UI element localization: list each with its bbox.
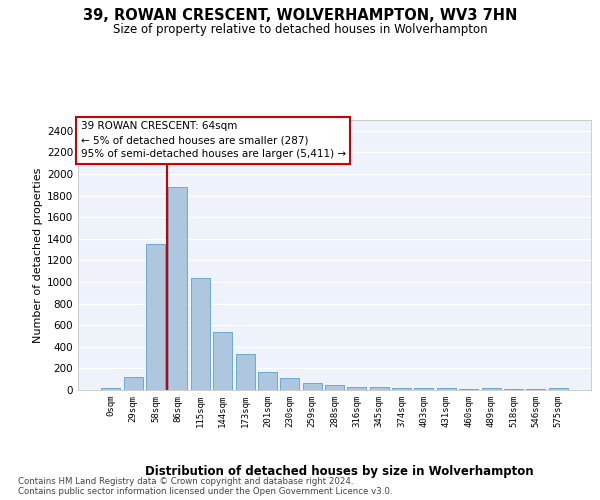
Text: Contains HM Land Registry data © Crown copyright and database right 2024.: Contains HM Land Registry data © Crown c… xyxy=(18,477,353,486)
Text: Size of property relative to detached houses in Wolverhampton: Size of property relative to detached ho… xyxy=(113,22,487,36)
Bar xyxy=(258,372,277,390)
Text: Contains public sector information licensed under the Open Government Licence v3: Contains public sector information licen… xyxy=(18,487,392,496)
Bar xyxy=(169,187,187,390)
Bar xyxy=(146,244,165,390)
Bar xyxy=(347,387,367,390)
Bar xyxy=(392,388,411,390)
Bar xyxy=(325,385,344,390)
Bar xyxy=(415,388,433,390)
Bar xyxy=(370,388,389,390)
Bar xyxy=(213,332,232,390)
Bar xyxy=(236,354,254,390)
Bar xyxy=(101,388,121,390)
Bar xyxy=(280,378,299,390)
Text: Distribution of detached houses by size in Wolverhampton: Distribution of detached houses by size … xyxy=(145,464,533,477)
Y-axis label: Number of detached properties: Number of detached properties xyxy=(33,168,43,342)
Text: 39, ROWAN CRESCENT, WOLVERHAMPTON, WV3 7HN: 39, ROWAN CRESCENT, WOLVERHAMPTON, WV3 7… xyxy=(83,8,517,22)
Bar xyxy=(437,388,456,390)
Text: 39 ROWAN CRESCENT: 64sqm
← 5% of detached houses are smaller (287)
95% of semi-d: 39 ROWAN CRESCENT: 64sqm ← 5% of detache… xyxy=(80,122,346,160)
Bar xyxy=(191,278,210,390)
Bar xyxy=(124,376,143,390)
Bar xyxy=(548,388,568,390)
Bar xyxy=(482,388,500,390)
Bar xyxy=(302,383,322,390)
